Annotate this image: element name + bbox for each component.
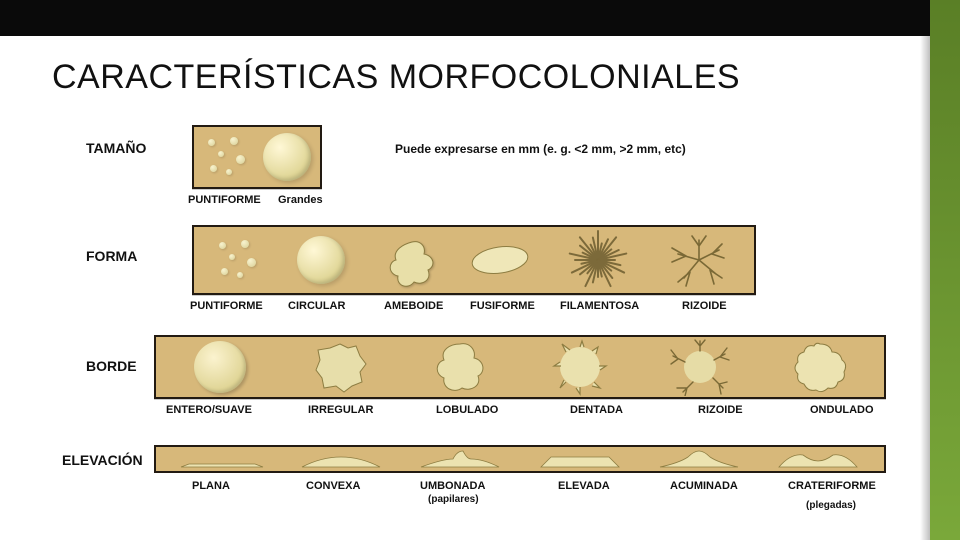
borde-lobate — [414, 338, 506, 396]
page-title: CARACTERÍSTICAS MORFOCOLONIALES — [52, 58, 740, 97]
forma-item-2-label: AMEBOIDE — [384, 300, 443, 312]
rhizoid-border-icon — [669, 338, 731, 396]
tamano-item-1-label: Grandes — [278, 194, 323, 206]
elev-convex — [286, 447, 396, 469]
acuminate-profile-icon — [654, 449, 744, 469]
tamano-note: Puede expresarse en mm (e. g. <2 mm, >2 … — [395, 142, 686, 156]
top-bar — [0, 0, 960, 36]
large-circle-icon — [263, 133, 311, 181]
filamentous-icon — [567, 231, 627, 289]
convex-profile-icon — [296, 449, 386, 469]
elev-crateriform — [763, 447, 873, 469]
forma-ameboid — [363, 229, 453, 291]
ameboid-icon — [382, 236, 434, 284]
section-label-forma: FORMA — [86, 248, 137, 264]
borde-entire — [174, 338, 266, 396]
punctiform-icon — [211, 236, 267, 284]
punctiform-icon — [200, 133, 256, 181]
forma-fusiform — [455, 229, 545, 291]
side-accent-shadow — [920, 36, 930, 540]
forma-circular — [281, 229, 361, 291]
elev-item-2-sublabel: (papilares) — [428, 494, 479, 505]
elev-item-2-label: UMBONADA — [420, 480, 485, 492]
borde-irregular — [294, 338, 386, 396]
borde-panel — [154, 335, 886, 399]
borde-dentate — [534, 338, 626, 396]
section-label-tamano: TAMAÑO — [86, 140, 146, 156]
rhizoid-icon — [664, 230, 734, 290]
forma-panel — [192, 225, 756, 295]
umbonate-profile-icon — [415, 449, 505, 469]
elev-item-3-label: ELEVADA — [558, 480, 610, 492]
elevacion-panel — [154, 445, 886, 473]
tamano-panel — [192, 125, 322, 189]
borde-rhizoid — [654, 338, 746, 396]
elev-raised — [525, 447, 635, 469]
tamano-item-0-label: PUNTIFORME — [188, 194, 261, 206]
forma-rhizoid — [649, 229, 749, 291]
forma-filamentous — [547, 229, 647, 291]
elev-acuminate — [644, 447, 754, 469]
section-label-borde: BORDE — [86, 358, 137, 374]
borde-item-1-label: IRREGULAR — [308, 404, 373, 416]
circular-icon — [297, 236, 345, 284]
forma-item-3-label: FUSIFORME — [470, 300, 535, 312]
elev-item-0-label: PLANA — [192, 480, 230, 492]
flat-profile-icon — [177, 449, 267, 469]
elev-item-4-label: ACUMINADA — [670, 480, 738, 492]
dentate-icon — [550, 338, 610, 396]
borde-item-5-label: ONDULADO — [810, 404, 874, 416]
lobate-icon — [430, 338, 490, 396]
elev-umbonate — [405, 447, 515, 469]
tamano-large — [259, 129, 315, 185]
irregular-icon — [310, 338, 370, 396]
forma-item-5-label: RIZOIDE — [682, 300, 727, 312]
elev-item-5-sublabel: (plegadas) — [806, 500, 856, 511]
raised-profile-icon — [535, 449, 625, 469]
side-accent — [930, 0, 960, 540]
borde-item-4-label: RIZOIDE — [698, 404, 743, 416]
borde-item-3-label: DENTADA — [570, 404, 623, 416]
elev-flat — [167, 447, 277, 469]
elev-item-1-label: CONVEXA — [306, 480, 360, 492]
elev-item-5-label: CRATERIFORME — [788, 480, 876, 492]
crateriform-profile-icon — [773, 449, 863, 469]
entire-icon — [194, 341, 246, 393]
tamano-punctiform — [200, 129, 256, 185]
forma-item-0-label: PUNTIFORME — [190, 300, 263, 312]
section-label-elevacion: ELEVACIÓN — [62, 452, 143, 468]
borde-undulate — [774, 338, 866, 396]
borde-item-0-label: ENTERO/SUAVE — [166, 404, 252, 416]
undulate-icon — [790, 338, 850, 396]
forma-item-1-label: CIRCULAR — [288, 300, 345, 312]
forma-punctiform — [199, 229, 279, 291]
borde-item-2-label: LOBULADO — [436, 404, 498, 416]
forma-item-4-label: FILAMENTOSA — [560, 300, 639, 312]
fusiform-icon — [468, 243, 532, 277]
